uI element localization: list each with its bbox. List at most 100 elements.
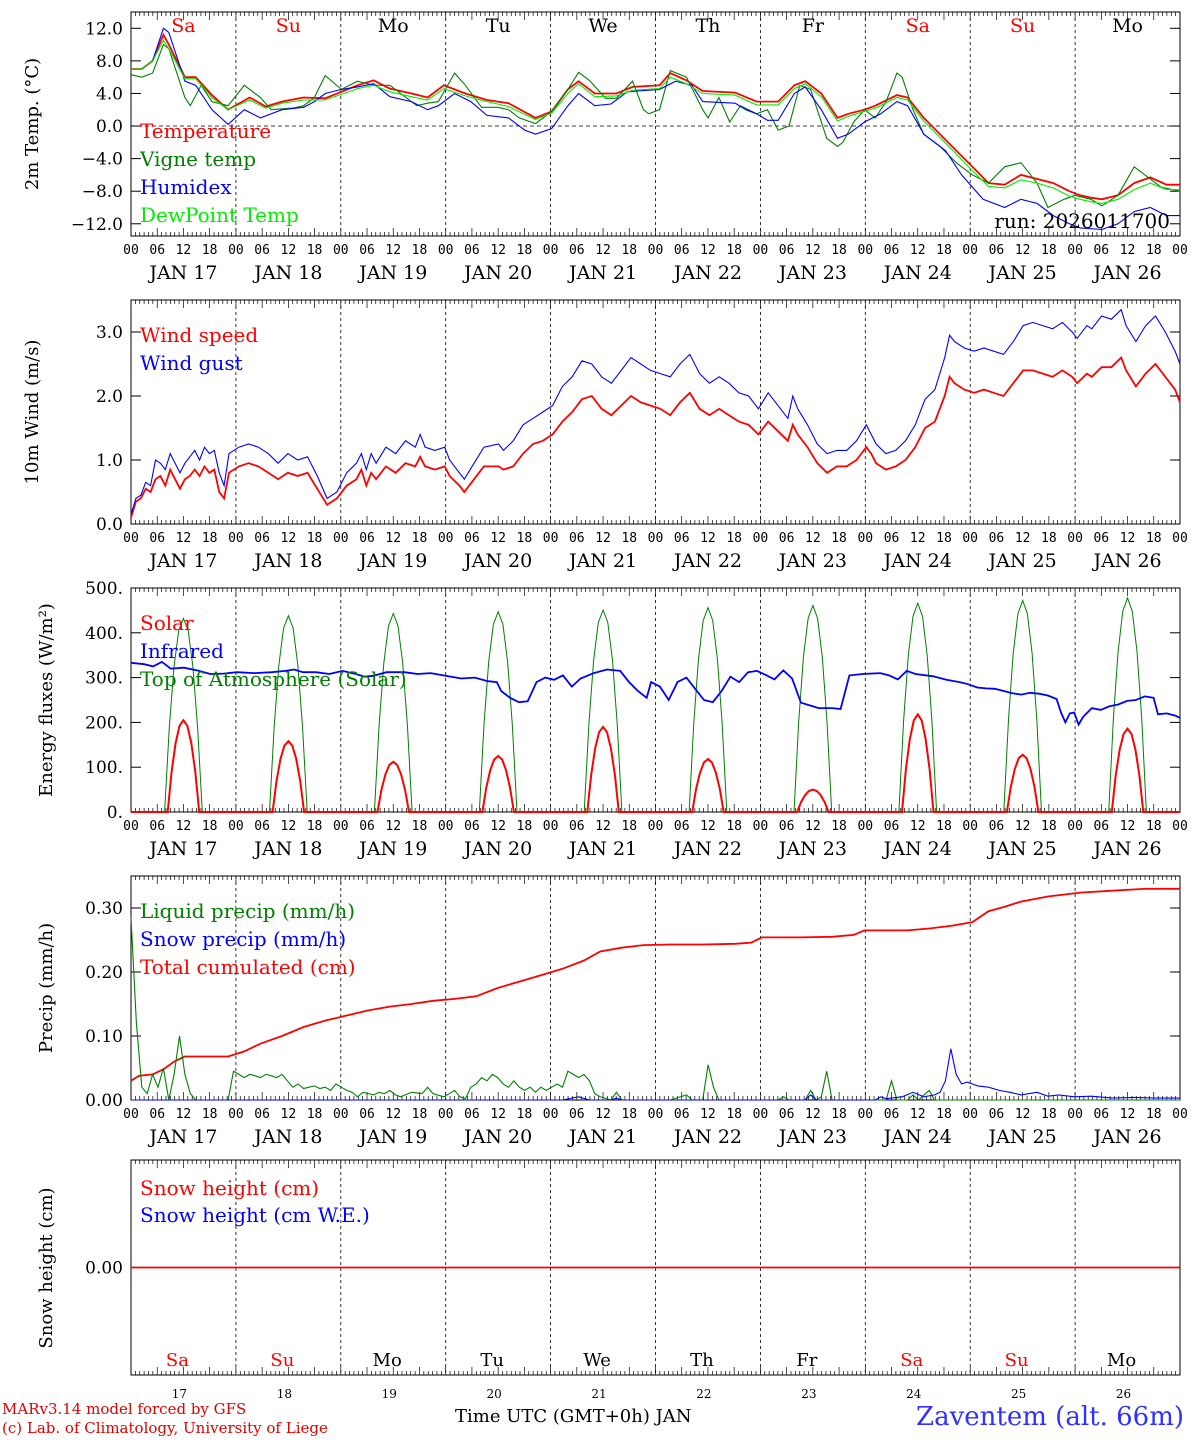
- day-number: 22: [696, 1387, 711, 1401]
- y-tick-label: −4.0: [82, 150, 123, 170]
- legend-entry: Snow precip (mm/h): [140, 927, 346, 951]
- hour-label: 18: [517, 531, 533, 546]
- panel-5: 0.00 Snow height (cm) Snow height (cm) Snow…: [36, 1159, 1181, 1376]
- date-label: JAN 18: [252, 1126, 322, 1148]
- hour-label: 12: [490, 1107, 506, 1122]
- hour-label: 18: [936, 1107, 952, 1122]
- day-number: 26: [1116, 1387, 1131, 1401]
- series-wind-speed: [130, 355, 1181, 518]
- hour-label: 00: [962, 1107, 978, 1122]
- hour-label: 00: [543, 531, 559, 546]
- legend-entry: Wind gust: [140, 351, 243, 375]
- hour-label: 18: [621, 819, 637, 834]
- y-tick-label: 1.0: [96, 451, 123, 471]
- y-tick-label: 0.30: [85, 899, 123, 919]
- date-label: JAN 26: [1091, 262, 1161, 284]
- hour-label: 12: [1120, 243, 1136, 258]
- y-tick-label: 3.0: [96, 323, 123, 343]
- hour-label: 00: [753, 243, 769, 258]
- day-number: 19: [382, 1387, 397, 1401]
- hour-label: 12: [176, 1107, 192, 1122]
- y-tick-label: 200.: [85, 713, 123, 733]
- hour-label: 06: [989, 1107, 1005, 1122]
- hour-label: 06: [359, 1107, 375, 1122]
- date-label: JAN 25: [987, 1126, 1057, 1148]
- hour-label: 00: [543, 819, 559, 834]
- hour-label: 00: [753, 531, 769, 546]
- hour-label: 12: [385, 531, 401, 546]
- legend-entry: Liquid precip (mm/h): [140, 899, 355, 923]
- hour-label: 00: [753, 1107, 769, 1122]
- y-tick-label: 400.: [85, 624, 123, 644]
- time-axis-label: Time UTC (GMT+0h) JAN: [455, 1406, 692, 1427]
- hour-label: 00: [438, 1107, 454, 1122]
- hour-label: 00: [228, 531, 244, 546]
- hour-label: 00: [123, 1107, 139, 1122]
- hour-label: 18: [412, 819, 428, 834]
- hour-label: 00: [857, 243, 873, 258]
- series-solar: [131, 712, 1180, 813]
- legend-entry: Wind speed: [140, 323, 258, 347]
- hour-label: 12: [281, 819, 297, 834]
- y-tick-label: 500.: [85, 579, 123, 599]
- hour-ticks: [130, 300, 1181, 524]
- day-name-bottom: Th: [690, 1350, 714, 1371]
- day-name-top: Fr: [802, 15, 825, 37]
- hour-label: 12: [176, 243, 192, 258]
- hour-ticks: [130, 588, 1181, 812]
- hour-label: 06: [149, 1107, 165, 1122]
- hour-label: 18: [831, 819, 847, 834]
- hour-label: 18: [1146, 243, 1162, 258]
- date-label: JAN 23: [777, 838, 847, 860]
- hour-label: 12: [490, 819, 506, 834]
- hour-label: 12: [1120, 1107, 1136, 1122]
- hour-label: 00: [123, 243, 139, 258]
- hour-label: 12: [805, 243, 821, 258]
- series-wind-gust: [130, 308, 1181, 515]
- hour-label: 12: [1015, 1107, 1031, 1122]
- panel-2: 3.0 2.0 1.0 0.0 10m Wind (m/s) Wind speed Wind…: [22, 299, 1188, 572]
- day-name-bottom: We: [583, 1350, 611, 1371]
- legend-entry: Humidex: [140, 175, 232, 199]
- hour-label: 18: [307, 819, 323, 834]
- plot-frame: [130, 299, 1181, 525]
- y-tick-label: 0.10: [85, 1027, 123, 1047]
- hour-label: 06: [359, 531, 375, 546]
- date-label: JAN 22: [672, 550, 742, 572]
- hour-label: 12: [700, 1107, 716, 1122]
- hour-label: 06: [254, 531, 270, 546]
- hour-label: 06: [674, 819, 690, 834]
- date-label: JAN 24: [882, 262, 952, 284]
- hour-label: 12: [910, 243, 926, 258]
- hour-label: 00: [333, 531, 349, 546]
- hour-label: 12: [595, 243, 611, 258]
- hour-label: 12: [595, 1107, 611, 1122]
- day-name-bottom: Tu: [480, 1350, 504, 1371]
- date-label: JAN 26: [1091, 550, 1161, 572]
- legend-entry: DewPoint Temp: [140, 203, 299, 227]
- hour-label: 00: [123, 819, 139, 834]
- day-name-top: Tu: [486, 15, 511, 37]
- y-tick-label: 0.0: [96, 515, 123, 535]
- hour-label: 18: [1041, 1107, 1057, 1122]
- hour-label: 06: [359, 819, 375, 834]
- y-tick-label: 0.00: [85, 1259, 123, 1279]
- day-number: 25: [1011, 1387, 1026, 1401]
- hour-label: 06: [464, 531, 480, 546]
- hour-label: 00: [1172, 819, 1188, 834]
- panel-1: 12.0 8.0 4.0 0.0 −4.0 −8.0 −12.0 2m Temp. (°C) T…: [22, 11, 1188, 284]
- hour-label: 18: [307, 243, 323, 258]
- legend-entry: Snow height (cm W.E.): [140, 1203, 370, 1227]
- legend-entry: Snow height (cm): [140, 1176, 319, 1200]
- hour-label: 18: [936, 819, 952, 834]
- hour-label: 00: [123, 531, 139, 546]
- hour-label: 00: [753, 819, 769, 834]
- date-label: JAN 26: [1091, 1126, 1161, 1148]
- y-tick-label: 0.20: [85, 963, 123, 983]
- model-credit: MARv3.14 model forced by GFS: [2, 1400, 247, 1418]
- day-number: 18: [277, 1387, 292, 1401]
- y-tick-label: −12.0: [71, 215, 123, 235]
- hour-label: 00: [1067, 819, 1083, 834]
- hour-label: 06: [1093, 243, 1109, 258]
- hour-label: 00: [648, 243, 664, 258]
